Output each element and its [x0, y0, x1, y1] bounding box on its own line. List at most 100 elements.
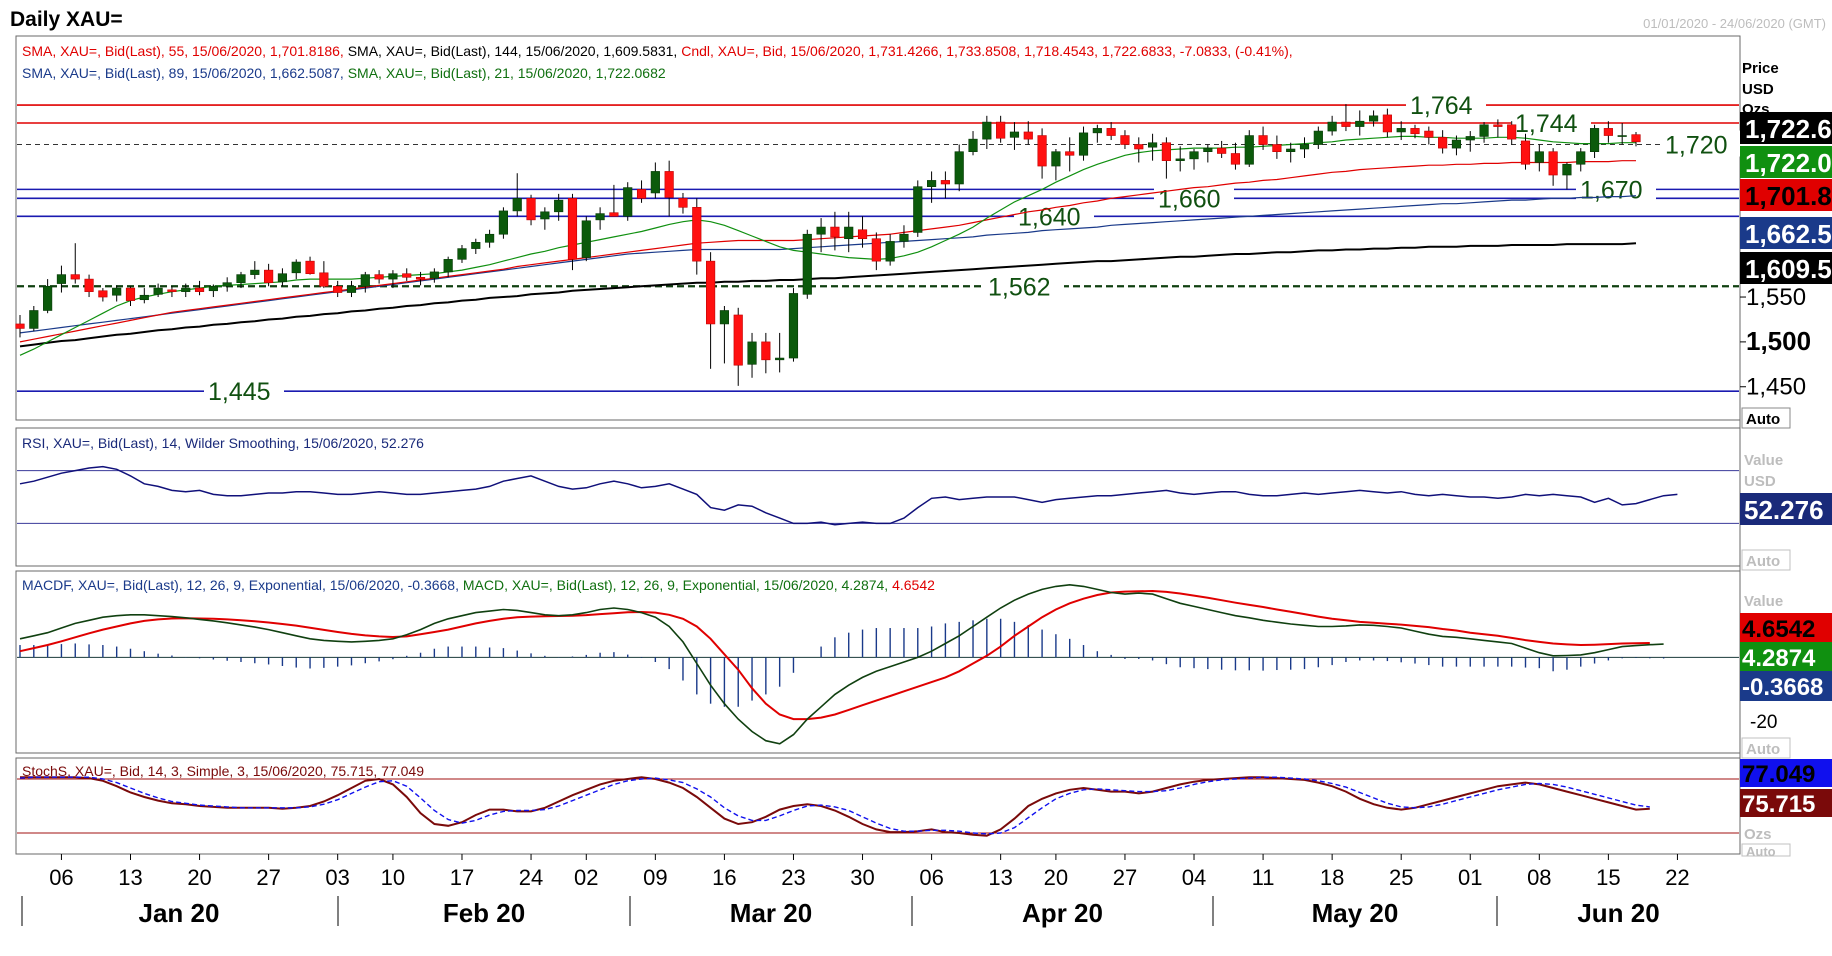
price-axis-label: 1,550 [1746, 284, 1806, 311]
candle-body [678, 198, 688, 208]
price-legend-line-2: SMA, XAU=, Bid(Last), 89, 15/06/2020, 1,… [22, 65, 666, 81]
rsi-axis-header-1: Value [1744, 452, 1783, 469]
candle-body [1230, 153, 1241, 165]
price-legend-item: SMA, XAU=, Bid(Last), 144, 15/06/2020, 1… [348, 43, 682, 59]
candle-body [457, 248, 467, 260]
price-axis-header-3: Ozs [1742, 101, 1770, 118]
candle-body [1023, 131, 1033, 140]
price-axis-header-2: USD [1742, 81, 1774, 98]
candle-body [264, 269, 274, 283]
candle-body [982, 121, 992, 140]
x-axis-day-label: 27 [1113, 865, 1137, 890]
candle-body [471, 242, 481, 249]
candle-body [98, 290, 108, 298]
macd-area [15, 570, 1741, 754]
macd-value-tag [1740, 613, 1832, 643]
window-title: Daily XAU= [10, 8, 123, 31]
candle-body [1438, 137, 1448, 149]
price-legend-item: Cndl, XAU=, Bid, 15/06/2020, 1,731.4266,… [681, 43, 1292, 59]
candle-body [402, 273, 412, 278]
price-auto-button[interactable] [1741, 407, 1791, 429]
x-axis-month-label: Jun 20 [1577, 898, 1659, 928]
macd-value-tag-label: 4.6542 [1742, 616, 1815, 643]
date-range-label: 01/01/2020 - 24/06/2020 (GMT) [1643, 16, 1826, 31]
annotation-bg [1661, 130, 1741, 157]
candle-body [1272, 144, 1282, 152]
candle-body [1493, 124, 1503, 127]
sma-144-line [19, 242, 1637, 348]
candle-body [1244, 135, 1254, 165]
macd-value-tag [1740, 671, 1832, 701]
candle-body [277, 273, 288, 283]
price-value-tag [1740, 179, 1832, 211]
candle-body [29, 310, 39, 329]
rsi-auto-button[interactable] [1741, 549, 1791, 571]
candle-body [208, 285, 218, 292]
macd-value-tag-label: -0.3668 [1742, 674, 1823, 701]
candle-body [968, 138, 978, 152]
candle-body [609, 212, 619, 217]
rsi-axis-header-2: USD [1744, 473, 1776, 490]
macd-auto-button[interactable] [1741, 737, 1791, 759]
candle-body [15, 323, 25, 329]
x-axis-day-label: 25 [1389, 865, 1413, 890]
macd-signal-line [19, 589, 1650, 721]
annotation-bg [1406, 91, 1486, 118]
candle-body [429, 271, 439, 279]
candle-body [927, 180, 937, 187]
stoch-legend: StochS, XAU=, Bid, 14, 3, Simple, 3, 15/… [22, 763, 424, 779]
rsi-value-tag [1740, 493, 1832, 525]
price-value-tag [1740, 217, 1832, 249]
candle-body [802, 233, 812, 295]
candle-body [1286, 148, 1296, 152]
candle-body [1507, 124, 1517, 140]
level-annotation: 1,445 [208, 378, 271, 406]
price-axis-label: 1,500 [1746, 326, 1811, 356]
candle-body [1106, 128, 1116, 136]
x-axis-day-label: 10 [381, 865, 405, 890]
macd-value-tag-label: 4.2874 [1742, 645, 1816, 672]
candle-body [56, 274, 67, 284]
candle-body [498, 210, 509, 235]
x-axis-day-label: 13 [988, 865, 1012, 890]
candle-body [1520, 140, 1531, 165]
level-annotation: 1,670 [1580, 176, 1643, 204]
candle-body [1576, 151, 1586, 165]
macd-legend-item: 4.6542 [892, 577, 935, 593]
x-axis-day-label: 30 [850, 865, 874, 890]
candle-body [733, 314, 743, 366]
candle-body [761, 341, 771, 361]
candle-body [1631, 134, 1641, 143]
x-axis-month-label: Apr 20 [1022, 898, 1103, 928]
rsi-legend: RSI, XAU=, Bid(Last), 14, Wilder Smoothi… [22, 435, 424, 451]
price-value-tag-label: 1,701.8 [1745, 181, 1832, 211]
x-axis-day-label: 03 [325, 865, 349, 890]
candle-body [1479, 124, 1489, 137]
x-axis-month-label: Feb 20 [443, 898, 525, 928]
x-axis-day-label: 11 [1252, 865, 1275, 890]
candle-body [1410, 128, 1420, 135]
price-axis-label: 1,450 [1746, 374, 1806, 401]
x-axis-day-label: 18 [1320, 865, 1344, 890]
x-axis-day-label: 06 [919, 865, 943, 890]
candle-body [1534, 151, 1544, 163]
candle-body [139, 294, 149, 301]
x-axis-day-label: 04 [1182, 865, 1206, 890]
candle-body [719, 310, 729, 325]
candle-body [706, 260, 716, 325]
candle-body [871, 238, 881, 262]
annotation-bg [984, 272, 1064, 299]
macd-legend: MACDF, XAU=, Bid(Last), 12, 26, 9, Expon… [22, 577, 935, 593]
x-axis-day-label: 02 [574, 865, 598, 890]
sma-89-line [19, 195, 1637, 334]
candle-body [1120, 135, 1130, 145]
x-axis-day-label: 23 [781, 865, 805, 890]
level-annotation: 1,744 [1515, 110, 1578, 138]
x-axis-day-label: 20 [187, 865, 211, 890]
candle-body [388, 273, 398, 280]
x-axis-month-label: Jan 20 [139, 898, 220, 928]
stoch-auto-button[interactable] [1741, 843, 1791, 857]
stoch-auto-label: Auto [1746, 844, 1776, 859]
price-value-tag [1740, 112, 1832, 144]
